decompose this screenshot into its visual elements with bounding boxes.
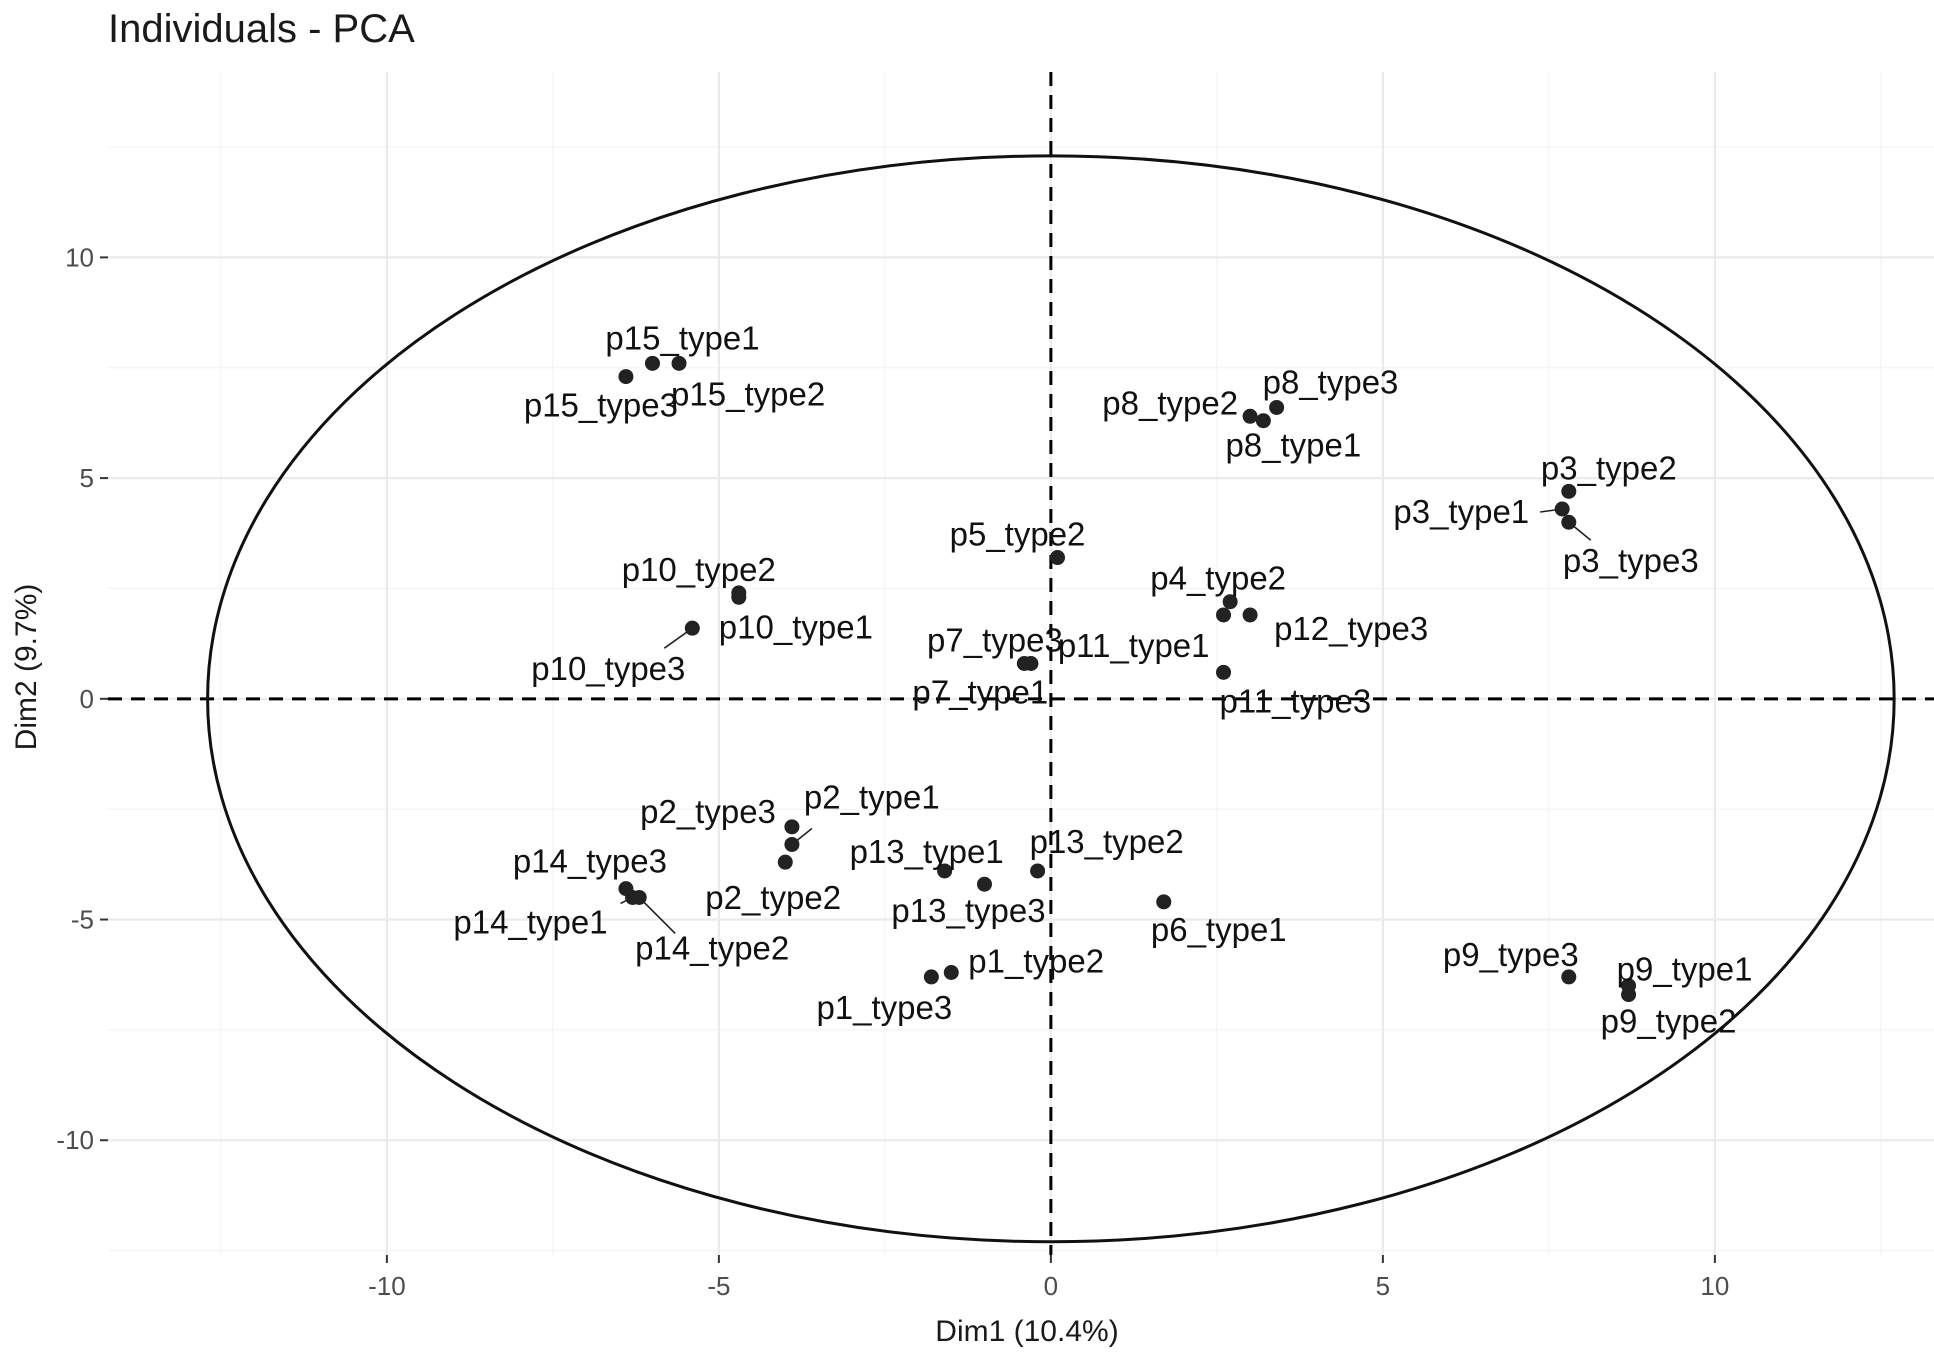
data-point [631, 889, 647, 905]
grid [108, 72, 1934, 1255]
point-label: p12_type3 [1274, 610, 1428, 647]
confidence-ellipse-layer [206, 154, 1896, 1244]
point-label: p10_type1 [719, 608, 873, 645]
point-label: p15_type2 [671, 375, 825, 412]
data-point [784, 836, 800, 852]
point-label: p9_type3 [1443, 936, 1579, 973]
data-point [644, 355, 660, 371]
x-tick-label: 10 [1700, 1271, 1729, 1301]
x-tick-label: 5 [1376, 1271, 1390, 1301]
data-point [671, 355, 687, 371]
data-point [1554, 501, 1570, 517]
data-point [1216, 664, 1232, 680]
point-label: p5_type2 [950, 516, 1086, 553]
data-point [1269, 399, 1285, 415]
data-point [684, 620, 700, 636]
point-label: p7_type1 [912, 674, 1048, 711]
point-label: p11_type1 [1058, 627, 1210, 664]
data-point [937, 863, 953, 879]
data-point [923, 969, 939, 985]
x-axis-title: Dim1 (10.4%) [935, 1315, 1118, 1348]
y-tick-label: 5 [80, 463, 94, 493]
point-label: p13_type2 [1030, 823, 1184, 860]
data-point [1016, 656, 1032, 671]
point-label: p3_type2 [1541, 449, 1677, 486]
point-label: p7_type3 [927, 622, 1063, 659]
point-label: p9_type2 [1601, 1003, 1737, 1040]
x-tick-label: -5 [707, 1271, 730, 1301]
data-point [1216, 607, 1232, 623]
data-point [1561, 514, 1577, 530]
point-label: p14_type2 [635, 929, 789, 966]
data-point [1242, 408, 1258, 424]
point-label: p2_type1 [804, 778, 940, 815]
chart-title: Individuals - PCA [108, 7, 415, 51]
point-label: p4_type2 [1150, 560, 1286, 597]
point-label: p10_type3 [531, 650, 685, 687]
point-label: p3_type3 [1563, 542, 1699, 579]
point-label: p11_type3 [1220, 682, 1372, 719]
y-tick-label: 0 [80, 684, 94, 714]
data-points [618, 355, 1637, 1003]
point-label: p2_type3 [640, 793, 776, 830]
y-tick-label: -10 [56, 1125, 94, 1155]
data-point [618, 369, 634, 385]
data-point [1621, 987, 1637, 1003]
leader-line [638, 896, 676, 935]
data-point [784, 819, 800, 835]
point-label: p14_type3 [513, 843, 667, 880]
data-point [777, 854, 793, 870]
data-point [1242, 607, 1258, 623]
point-label: p9_type1 [1617, 951, 1753, 988]
point-label: p1_type2 [968, 942, 1104, 979]
confidence-ellipse [206, 154, 1896, 1244]
data-point [1030, 863, 1046, 879]
point-label: p14_type1 [453, 903, 607, 940]
point-label: p2_type2 [705, 879, 841, 916]
data-point [976, 876, 992, 892]
point-label: p10_type2 [622, 551, 776, 588]
point-label: p3_type1 [1393, 493, 1529, 530]
y-axis-title: Dim2 (9.7%) [10, 584, 43, 751]
point-label: p13_type1 [850, 833, 1004, 870]
point-label: p6_type1 [1151, 911, 1287, 948]
point-label: p15_type3 [524, 387, 678, 424]
axes: -10 -5 0 5 10 -10 -5 0 5 10 [56, 242, 1729, 1301]
point-label: p8_type3 [1263, 363, 1399, 400]
data-point [1050, 550, 1066, 566]
data-point [1561, 969, 1577, 985]
reference-lines [108, 72, 1934, 1255]
y-tick-label: 10 [65, 242, 94, 272]
y-tick-label: -5 [71, 905, 94, 935]
data-point [1222, 594, 1238, 610]
data-point [1561, 483, 1577, 499]
data-point [943, 964, 959, 980]
data-point [1156, 894, 1172, 910]
point-label: p8_type2 [1102, 384, 1238, 421]
point-label: p15_type1 [605, 319, 759, 356]
x-tick-label: -10 [368, 1271, 406, 1301]
point-label: p13_type3 [891, 892, 1045, 929]
data-point [731, 589, 747, 605]
data-point [1255, 413, 1271, 429]
point-label: p8_type1 [1225, 427, 1361, 464]
x-tick-label: 0 [1044, 1271, 1058, 1301]
point-label: p1_type3 [816, 989, 952, 1026]
